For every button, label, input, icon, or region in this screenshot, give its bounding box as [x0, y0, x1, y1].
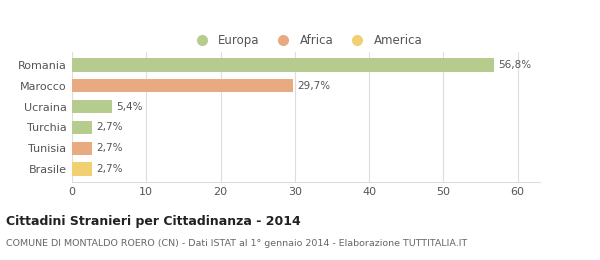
Bar [72, 142, 92, 155]
Text: COMUNE DI MONTALDO ROERO (CN) - Dati ISTAT al 1° gennaio 2014 - Elaborazione TUT: COMUNE DI MONTALDO ROERO (CN) - Dati IST… [6, 239, 467, 248]
Legend: Europa, Africa, America: Europa, Africa, America [185, 29, 427, 52]
Bar [72, 121, 92, 134]
Text: 2,7%: 2,7% [97, 164, 123, 174]
Text: 2,7%: 2,7% [97, 122, 123, 132]
Bar [72, 100, 112, 113]
Text: 56,8%: 56,8% [499, 60, 532, 70]
Bar [72, 162, 92, 176]
Bar [72, 58, 494, 72]
Text: 5,4%: 5,4% [116, 102, 143, 112]
Text: 29,7%: 29,7% [297, 81, 330, 91]
Text: Cittadini Stranieri per Cittadinanza - 2014: Cittadini Stranieri per Cittadinanza - 2… [6, 214, 301, 228]
Bar [72, 79, 293, 92]
Text: 2,7%: 2,7% [97, 143, 123, 153]
